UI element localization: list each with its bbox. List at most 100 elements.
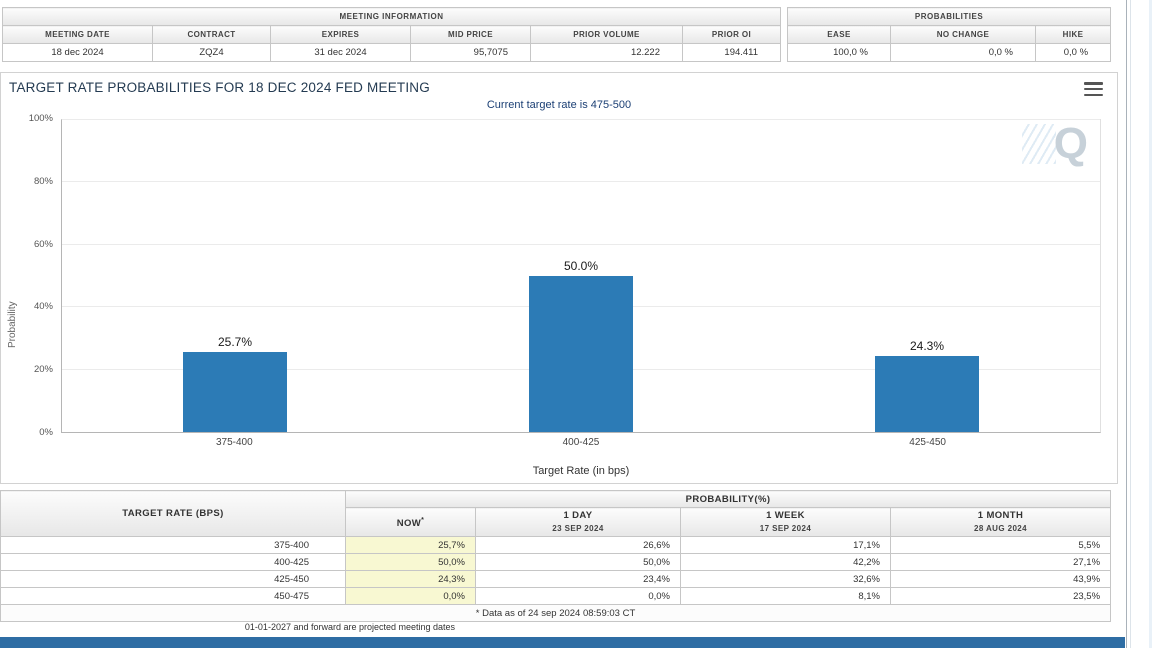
gridline bbox=[62, 181, 1100, 183]
bar-value-label: 50.0% bbox=[563, 259, 599, 273]
column-header-1-month: 1 MONTH 28 AUG 2024 bbox=[889, 507, 1112, 537]
plot-wrap: Q 25.7% 50.0% 24.3% 0% 20% 40% 60% 80% 100% 375… bbox=[29, 114, 1101, 448]
column-header-hike: HIKE bbox=[1034, 25, 1112, 44]
bar-375-400[interactable]: 25.7% bbox=[183, 335, 287, 432]
hike-value: 0,0 % bbox=[1034, 43, 1112, 62]
one-day-cell: 50,0% bbox=[475, 553, 681, 571]
now-cell: 50,0% bbox=[345, 553, 476, 571]
x-axis-title: Target Rate (in bps) bbox=[532, 465, 630, 477]
one-day-cell: 23,4% bbox=[475, 570, 681, 588]
vertical-scrollbar[interactable] bbox=[1126, 0, 1152, 648]
target-rate-bps-header: TARGET RATE (BPS) bbox=[0, 490, 346, 537]
one-day-cell: 0,0% bbox=[475, 587, 681, 605]
probabilities-table: PROBABILITIES EASE NO CHANGE HIKE 100,0 … bbox=[786, 7, 1112, 62]
bar-425-450[interactable]: 24.3% bbox=[875, 339, 979, 432]
table-row: 400-425 50,0% 50,0% 42,2% 27,1% bbox=[0, 553, 1112, 571]
one-week-cell: 42,2% bbox=[680, 553, 891, 571]
column-header-1-day: 1 DAY 23 SEP 2024 bbox=[475, 507, 681, 537]
chart-title: TARGET RATE PROBABILITIES FOR 18 DEC 202… bbox=[9, 80, 430, 95]
bar-slot: 24.3% bbox=[754, 120, 1100, 432]
x-axis-tick-label: 400-425 bbox=[562, 437, 600, 448]
section-divider-bar bbox=[0, 637, 1125, 648]
one-week-cell: 17,1% bbox=[680, 536, 891, 554]
bar-slot: 50.0% bbox=[408, 120, 754, 432]
quikstrike-watermark: Q bbox=[1053, 119, 1088, 168]
now-cell: 24,3% bbox=[345, 570, 476, 588]
gridline bbox=[62, 119, 1100, 120]
one-day-label: 1 DAY bbox=[563, 510, 593, 521]
x-axis: 375-400 400-425 425-450 bbox=[61, 437, 1101, 451]
now-label: NOW bbox=[396, 518, 422, 530]
bar-400-425[interactable]: 50.0% bbox=[529, 259, 633, 432]
meeting-info-title: MEETING INFORMATION bbox=[1, 7, 782, 26]
now-cell: 25,7% bbox=[345, 536, 476, 554]
no-change-value: 0,0 % bbox=[890, 43, 1036, 62]
target-rate-cell: 425-450 bbox=[0, 570, 346, 588]
y-axis-tick-label: 40% bbox=[33, 301, 53, 313]
probabilities-row: 100,0 % 0,0 % 0,0 % bbox=[787, 43, 1112, 62]
bar-value-label: 24.3% bbox=[909, 339, 945, 354]
column-header-1-week: 1 WEEK 17 SEP 2024 bbox=[680, 507, 891, 537]
one-day-date: 23 SEP 2024 bbox=[552, 524, 604, 533]
table-row: 375-400 25,7% 26,6% 17,1% 5,5% bbox=[0, 536, 1112, 554]
gridline bbox=[62, 243, 1100, 245]
target-rate-cell: 450-475 bbox=[0, 587, 346, 605]
now-cell: 0,0% bbox=[345, 587, 476, 605]
y-axis-tick-label: 0% bbox=[39, 427, 53, 438]
one-week-cell: 8,1% bbox=[680, 587, 891, 605]
y-axis-tick-label: 80% bbox=[33, 175, 53, 187]
one-week-date: 17 SEP 2024 bbox=[759, 524, 812, 533]
menu-line bbox=[1084, 93, 1103, 96]
y-axis: 0% 20% 40% 60% 80% 100% bbox=[5, 114, 61, 438]
now-footnote-marker: * bbox=[421, 516, 425, 524]
column-header-contract: CONTRACT bbox=[152, 25, 271, 44]
target-rate-cell: 400-425 bbox=[0, 553, 346, 571]
column-header-expires: EXPIRES bbox=[270, 25, 411, 44]
one-month-date: 28 AUG 2024 bbox=[973, 524, 1028, 533]
one-week-cell: 32,6% bbox=[680, 570, 891, 588]
chart-menu-icon[interactable] bbox=[1084, 82, 1103, 96]
chart-header: TARGET RATE PROBABILITIES FOR 18 DEC 202… bbox=[9, 80, 1103, 96]
meeting-date-value: 18 dec 2024 bbox=[2, 43, 153, 62]
column-header-no-change: NO CHANGE bbox=[890, 25, 1036, 44]
target-rate-cell: 375-400 bbox=[0, 536, 346, 554]
column-header-prior-volume: PRIOR VOLUME bbox=[530, 25, 683, 44]
menu-line bbox=[1084, 82, 1103, 85]
one-month-cell: 43,9% bbox=[889, 570, 1112, 588]
menu-line bbox=[1084, 87, 1103, 91]
column-header-now: NOW* bbox=[345, 507, 476, 537]
one-month-cell: 5,5% bbox=[889, 536, 1112, 554]
one-month-label: 1 MONTH bbox=[977, 510, 1024, 521]
meeting-info-row: 18 dec 2024 ZQZ4 31 dec 2024 95,7075 12.… bbox=[2, 43, 782, 62]
table-row: 425-450 24,3% 23,4% 32,6% 43,9% bbox=[0, 570, 1112, 588]
projected-meetings-note: 01-01-2027 and forward are projected mee… bbox=[244, 622, 456, 632]
y-axis-tick-label: 20% bbox=[33, 364, 53, 376]
prior-oi-value: 194.411 bbox=[681, 43, 782, 62]
column-header-ease: EASE bbox=[787, 25, 891, 44]
prior-volume-value: 12.222 bbox=[530, 43, 683, 62]
y-axis-tick-label: 60% bbox=[33, 238, 53, 250]
expires-value: 31 dec 2024 bbox=[270, 43, 411, 62]
bar-slot: 25.7% bbox=[62, 120, 408, 432]
one-week-label: 1 WEEK bbox=[766, 510, 805, 521]
column-header-mid-price: MID PRICE bbox=[410, 25, 531, 44]
one-day-cell: 26,6% bbox=[475, 536, 681, 554]
column-header-meeting-date: MEETING DATE bbox=[2, 25, 153, 44]
chart-subtitle: Current target rate is 475-500 bbox=[486, 99, 632, 111]
probability-pct-header: PROBABILITY(%) bbox=[344, 490, 1112, 508]
y-axis-tick-label: 100% bbox=[28, 113, 53, 124]
meeting-information-table: MEETING INFORMATION MEETING DATE CONTRAC… bbox=[1, 7, 782, 62]
plot-area: Q 25.7% 50.0% 24.3% bbox=[61, 119, 1101, 433]
table-footnote-row: * Data as of 24 sep 2024 08:59:03 CT bbox=[0, 604, 1112, 622]
mid-price-value: 95,7075 bbox=[410, 43, 531, 62]
column-header-prior-oi: PRIOR OI bbox=[681, 25, 782, 44]
ease-value: 100,0 % bbox=[787, 43, 891, 62]
data-as-of-note: * Data as of 24 sep 2024 08:59:03 CT bbox=[0, 604, 1112, 622]
one-month-cell: 27,1% bbox=[889, 553, 1112, 571]
probabilities-title: PROBABILITIES bbox=[786, 7, 1112, 26]
bar-value-label: 25.7% bbox=[217, 334, 253, 349]
probability-history-table: TARGET RATE (BPS) PROBABILITY(%) NOW* 1 … bbox=[0, 490, 1112, 622]
one-month-cell: 23,5% bbox=[889, 587, 1112, 605]
quikstrike-watermark-dashes bbox=[1022, 124, 1056, 164]
